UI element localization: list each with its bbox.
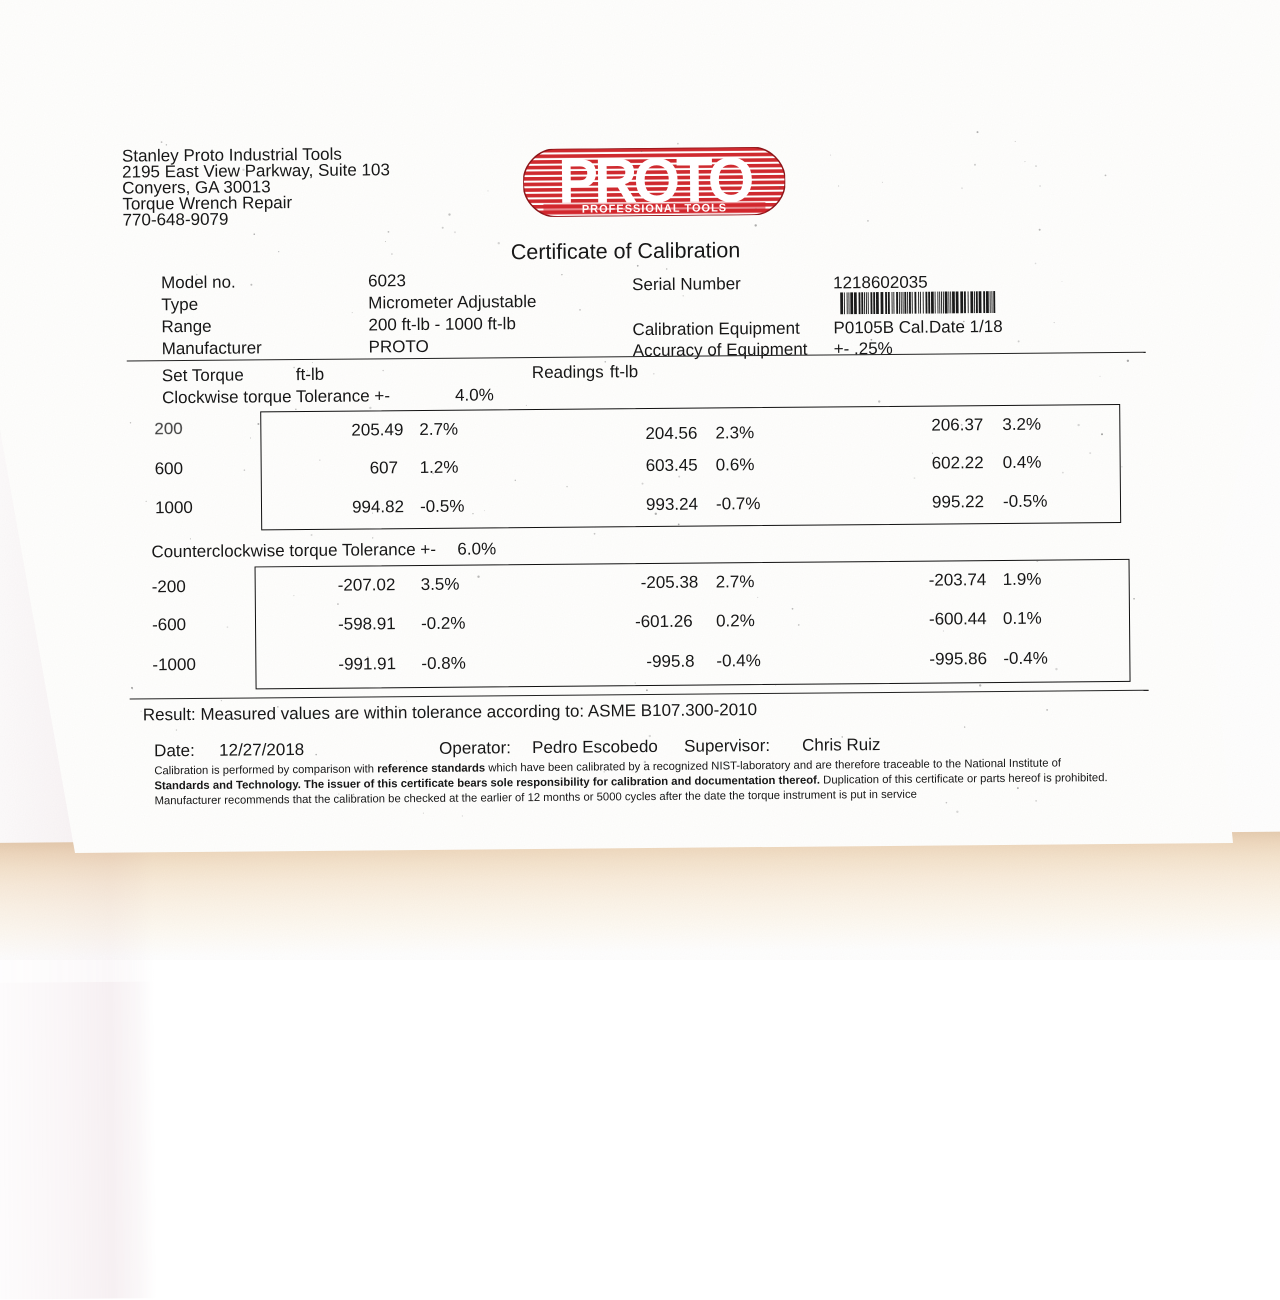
svg-text:PROFESSIONAL TOOLS: PROFESSIONAL TOOLS [582,202,727,215]
